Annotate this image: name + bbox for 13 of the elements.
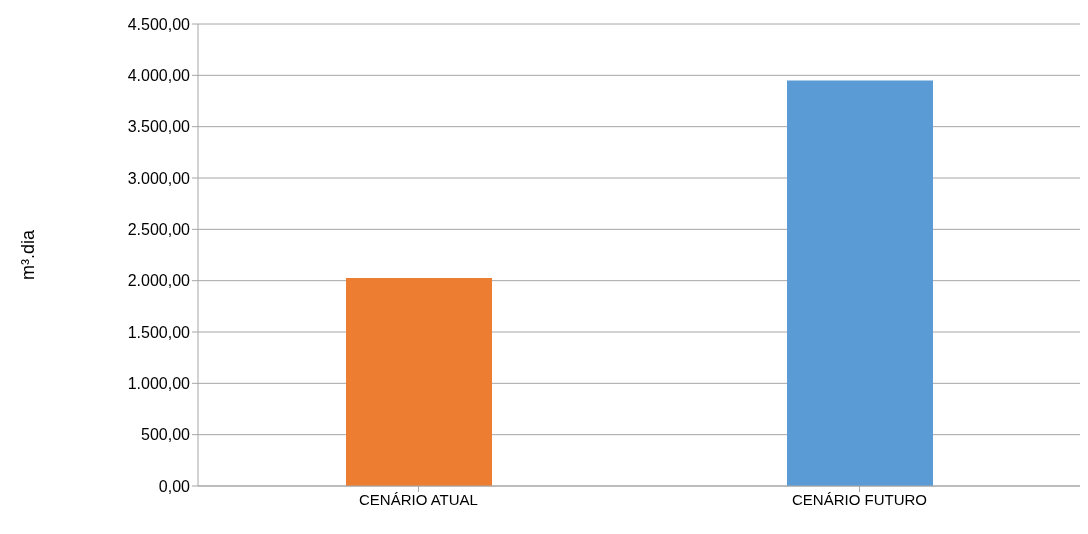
y-tick-label: 3.500,00: [127, 118, 191, 136]
y-tick-label: 1.000,00: [127, 375, 191, 393]
y-tick-label: 2.000,00: [127, 272, 191, 290]
y-tick-label: 0,00: [158, 477, 191, 495]
y-tick-label: 4.000,00: [127, 67, 191, 85]
y-tick-label: 3.000,00: [127, 169, 191, 187]
x-tick-label: CENÁRIO FUTURO: [792, 490, 927, 508]
y-tick-label: 4.500,00: [127, 15, 191, 33]
y-tick-label: 500,00: [141, 426, 191, 444]
y-tick-label: 2.500,00: [127, 221, 191, 239]
y-tick-label: 1.500,00: [127, 323, 191, 341]
x-tick-label: CENÁRIO ATUAL: [359, 490, 478, 508]
y-axis-title: m³.dia: [18, 229, 39, 281]
